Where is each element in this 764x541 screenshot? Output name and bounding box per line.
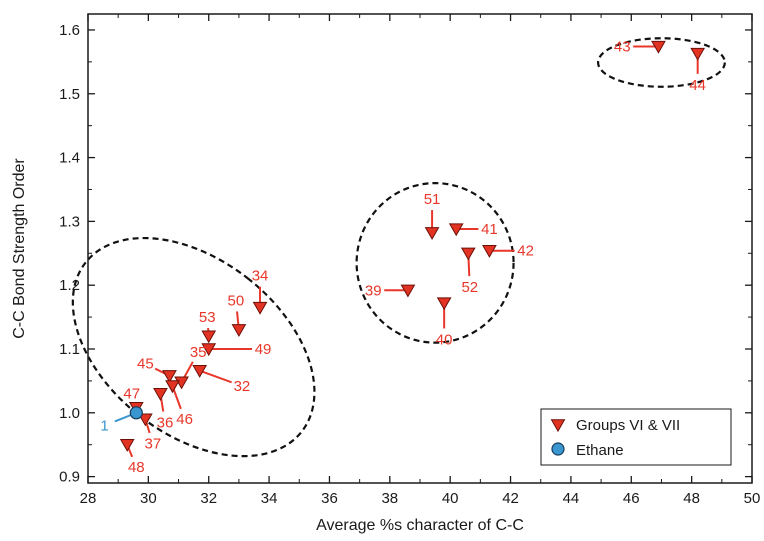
point-label-39: 39 [365, 282, 382, 299]
point-label-35: 35 [190, 344, 207, 361]
y-tick-label: 1.6 [59, 22, 80, 39]
point-52 [460, 247, 476, 261]
x-tick-label: 30 [140, 490, 157, 507]
point-42 [482, 245, 497, 258]
point-label-36: 36 [157, 414, 174, 431]
point-ethane-1 [129, 406, 143, 420]
x-tick-label: 40 [442, 490, 459, 507]
point-46 [165, 380, 180, 394]
group-ellipse-high [596, 37, 726, 88]
point-32 [192, 364, 208, 378]
point-label-1: 1 [100, 418, 108, 435]
point-39 [400, 284, 416, 298]
x-tick-label: 38 [381, 490, 398, 507]
point-label-51: 51 [424, 191, 441, 208]
point-label-46: 46 [176, 411, 193, 428]
point-labels: 1 32 34 35 36 37 39 40 41 42 43 44 45 46 47 48 49 50 51 52 5… [100, 39, 706, 477]
y-tick-label: 1.3 [59, 213, 80, 230]
point-label-49: 49 [255, 341, 272, 358]
y-tick-label: 1.2 [59, 277, 80, 294]
point-48 [119, 439, 135, 452]
point-label-34: 34 [252, 268, 269, 285]
point-36 [153, 387, 168, 401]
legend-label-groups: Groups VI & VII [576, 417, 680, 434]
legend-label-ethane: Ethane [576, 442, 624, 459]
point-50 [231, 324, 247, 338]
point-label-37: 37 [145, 435, 162, 452]
point-45 [162, 370, 177, 383]
y-tick-label: 1.1 [59, 341, 80, 358]
point-label-48: 48 [128, 459, 145, 476]
point-label-42: 42 [517, 243, 534, 260]
group-ellipse-mid [355, 181, 515, 344]
point-51 [424, 227, 440, 241]
y-tick-label: 1.0 [59, 405, 80, 422]
x-tick-label: 50 [744, 490, 761, 507]
point-label-43: 43 [614, 39, 631, 56]
legend-box [540, 408, 732, 466]
group-ellipse-low [71, 236, 316, 458]
x-tick-label: 28 [80, 490, 97, 507]
point-43 [651, 40, 666, 54]
point-41 [448, 223, 464, 237]
point-label-45: 45 [137, 356, 154, 373]
x-tick-label: 48 [683, 490, 700, 507]
x-tick-label: 46 [623, 490, 640, 507]
point-37 [137, 413, 153, 427]
point-34 [252, 301, 268, 315]
x-tick-label: 36 [321, 490, 338, 507]
legend-marker-ethane [551, 442, 565, 456]
point-label-50: 50 [228, 293, 245, 310]
point-49 [201, 343, 217, 357]
point-label-41: 41 [481, 221, 498, 238]
point-label-44: 44 [689, 77, 706, 94]
y-tick-label: 1.5 [59, 86, 80, 103]
y-axis-title: C-C Bond Strength Order [11, 158, 28, 339]
y-tick-label: 1.4 [59, 150, 80, 167]
legend: Groups VI & VII Ethane [540, 408, 732, 466]
point-53 [201, 330, 217, 344]
x-axis-title: Average %s character of C-C [316, 517, 524, 534]
x-tick-label: 32 [200, 490, 217, 507]
point-label-53: 53 [199, 309, 216, 326]
data-points [119, 40, 706, 452]
point-label-52: 52 [461, 279, 478, 296]
point-40 [436, 297, 452, 311]
axes: 28 30 32 34 36 38 40 42 44 46 48 50 0.9 1.0 1.1 1.2 1.3 1… [59, 14, 760, 507]
point-label-47: 47 [123, 386, 140, 403]
leader-line-32 [199, 369, 232, 384]
point-label-32: 32 [234, 378, 251, 395]
cluster-ellipses [71, 37, 726, 458]
x-tick-label: 42 [502, 490, 519, 507]
x-tick-label: 44 [563, 490, 580, 507]
point-label-40: 40 [436, 331, 453, 348]
x-tick-label: 34 [261, 490, 278, 507]
point-44 [690, 47, 706, 61]
y-tick-label: 0.9 [59, 469, 80, 486]
legend-marker-groups [550, 419, 566, 433]
